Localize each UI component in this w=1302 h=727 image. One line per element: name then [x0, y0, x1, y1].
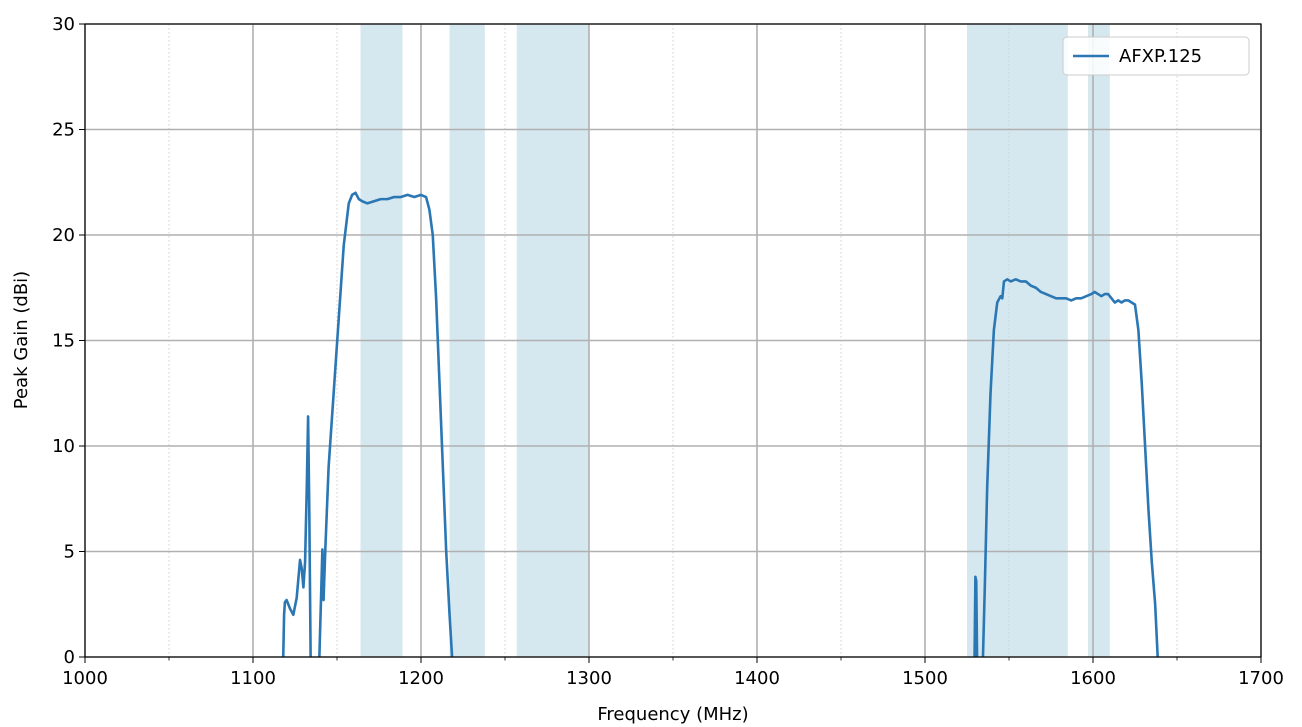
legend-label-afxp125: AFXP.125 — [1119, 46, 1202, 67]
axis-ticks: 1000 1100 1200 1300 1400 1500 1600 1700 0 5 10 15 20… — [52, 14, 1284, 689]
y-tick-label-15: 15 — [52, 331, 75, 352]
series-line-afxp125-segment-4 — [981, 278, 1159, 657]
x-tick-label-1200: 1200 — [398, 668, 444, 689]
series-layer — [281, 191, 1159, 657]
y-tick-label-30: 30 — [52, 14, 75, 35]
series-line-afxp125-segment-1 — [281, 415, 312, 657]
grid-lines — [84, 23, 1262, 658]
legend-box — [1062, 36, 1250, 76]
y-tick-label-5: 5 — [64, 542, 75, 563]
x-tick-label-1500: 1500 — [902, 668, 948, 689]
x-tick-label-1300: 1300 — [566, 668, 612, 689]
y-tick-label-25: 25 — [52, 120, 75, 141]
x-tick-label-1000: 1000 — [62, 668, 108, 689]
x-tick-label-1700: 1700 — [1238, 668, 1284, 689]
y-axis-label: Peak Gain (dBi) — [11, 271, 32, 409]
series-line-afxp125-segment-2 — [318, 191, 454, 657]
y-tick-label-0: 0 — [64, 647, 75, 668]
series-line-afxp125-segment-3 — [973, 575, 979, 657]
x-tick-label-1100: 1100 — [230, 668, 276, 689]
x-tick-label-1400: 1400 — [734, 668, 780, 689]
y-tick-label-20: 20 — [52, 225, 75, 246]
legend: AFXP.125 — [1062, 36, 1250, 76]
x-axis-label: Frequency (MHz) — [597, 704, 748, 725]
y-tick-label-10: 10 — [52, 436, 75, 457]
x-tick-label-1600: 1600 — [1070, 668, 1116, 689]
